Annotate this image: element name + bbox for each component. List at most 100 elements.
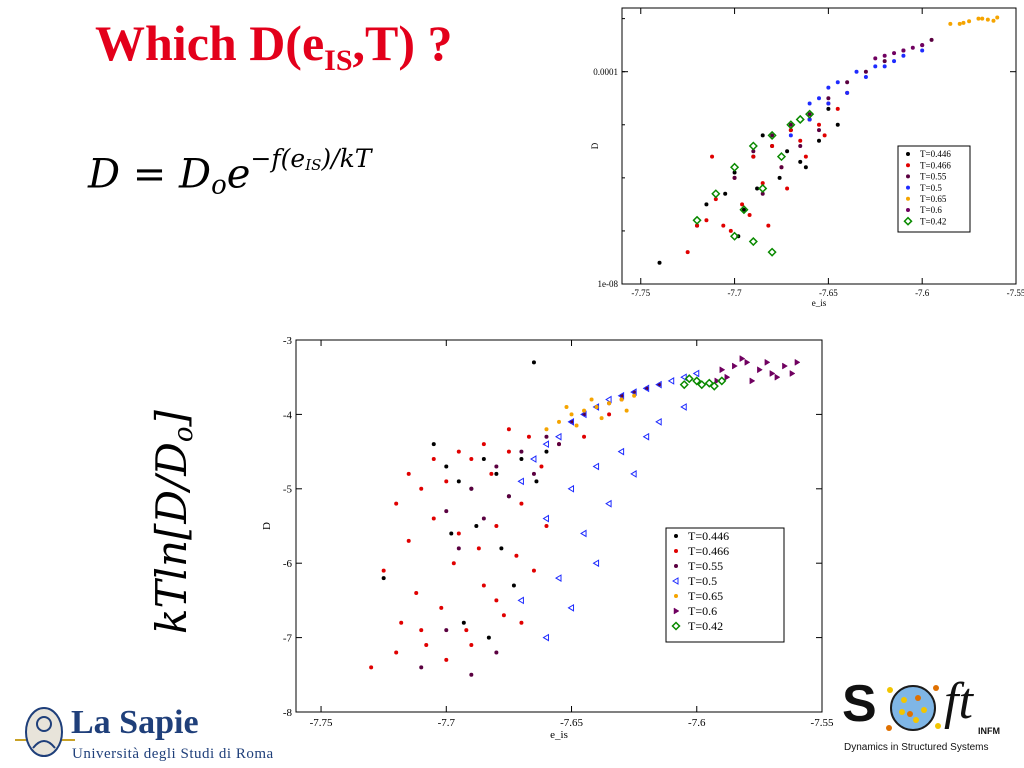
data-point	[582, 408, 587, 413]
data-point	[817, 128, 821, 133]
legend-marker	[673, 607, 680, 615]
data-point	[456, 531, 461, 536]
y-tick-label: -3	[283, 335, 293, 347]
legend-marker	[906, 196, 910, 201]
data-point	[564, 404, 569, 409]
data-point	[892, 59, 897, 64]
data-point	[744, 358, 751, 366]
chart-bottom-svg: -7.75 -7.7 -7.65 -7.6 -7.55 -3 -4 -5 -6 -7 -8 e_is D…	[261, 335, 834, 741]
data-point	[901, 53, 906, 58]
legend-entry: T=0.5	[920, 183, 942, 193]
data-point	[863, 69, 868, 74]
data-point	[592, 559, 600, 568]
legend-entry: T=0.6	[920, 205, 942, 215]
legend-entry: T=0.42	[688, 619, 723, 633]
formula-exponent: −f(eIS)/kT	[250, 144, 371, 174]
formula-d0-subscript: o	[211, 170, 227, 201]
data-point	[695, 223, 700, 228]
legend-entry: T=0.65	[688, 589, 723, 603]
data-point	[394, 650, 399, 655]
legend-marker	[674, 594, 678, 598]
data-point	[789, 370, 796, 377]
data-point	[692, 369, 700, 378]
data-point	[807, 112, 812, 117]
y-tick-label: -5	[283, 484, 293, 496]
x-tick-label: -7.55	[1007, 288, 1024, 298]
data-point	[822, 133, 827, 138]
data-point	[381, 568, 386, 573]
data-point	[835, 122, 840, 127]
data-point	[519, 457, 524, 462]
data-point	[539, 464, 544, 469]
formula-exponent-a: −f(e	[250, 144, 306, 173]
data-point	[494, 650, 499, 655]
data-point	[976, 16, 981, 21]
data-point	[567, 484, 575, 493]
data-point	[892, 51, 897, 56]
data-point	[747, 213, 752, 217]
infm-label: INFM	[978, 726, 1000, 736]
side-axis-label: kTln[D/Do]	[147, 410, 199, 634]
data-point	[381, 576, 386, 581]
data-point	[424, 643, 429, 648]
data-point	[991, 18, 996, 23]
data-point	[788, 133, 793, 138]
soft-s-letter: S	[842, 675, 877, 733]
data-point	[456, 449, 461, 454]
data-point	[929, 37, 934, 42]
data-point	[770, 144, 775, 148]
data-point	[394, 501, 399, 506]
data-point	[748, 236, 758, 247]
data-point	[770, 133, 775, 138]
data-point	[494, 598, 499, 603]
data-point	[542, 514, 549, 523]
data-point	[501, 613, 506, 618]
data-point	[594, 404, 599, 409]
data-point	[369, 665, 374, 670]
data-point	[920, 48, 925, 53]
y-tick-label: -7	[283, 632, 293, 644]
data-point	[854, 69, 859, 74]
x-tick-label: -7.75	[310, 717, 333, 729]
data-point	[589, 397, 594, 402]
data-point	[794, 358, 801, 366]
formula-equals: =	[120, 151, 180, 198]
title-text: Which D(e	[95, 15, 325, 71]
data-point	[697, 380, 707, 390]
data-point	[481, 457, 486, 462]
data-point	[845, 80, 850, 85]
data-point	[469, 457, 474, 462]
formula-exp-base: e	[226, 151, 251, 198]
data-point	[431, 516, 436, 521]
data-point	[406, 538, 411, 543]
data-point	[511, 583, 516, 588]
data-point	[728, 228, 733, 233]
data-point	[724, 373, 731, 381]
legend-marker	[674, 549, 678, 553]
data-point	[920, 43, 925, 48]
x-tick-label: -7.65	[819, 288, 838, 298]
data-point	[785, 186, 790, 191]
data-point	[704, 378, 714, 388]
data-point	[798, 159, 803, 164]
data-point	[444, 628, 449, 633]
data-point	[464, 628, 469, 633]
data-point	[717, 376, 727, 386]
data-point	[592, 462, 600, 471]
legend-marker	[906, 152, 910, 156]
data-point	[544, 427, 549, 432]
x-tick-label: -7.55	[811, 717, 834, 729]
formula-d0: D	[179, 151, 212, 198]
data-point	[469, 486, 474, 491]
data-point	[451, 561, 456, 566]
data-point	[901, 48, 906, 53]
data-point	[419, 665, 424, 670]
y-tick-label: -4	[283, 409, 293, 421]
data-point	[489, 471, 494, 476]
data-point	[544, 449, 549, 454]
data-point	[399, 620, 404, 625]
data-point	[476, 546, 481, 551]
data-point	[732, 175, 737, 180]
legend-entry: T=0.5	[688, 574, 717, 588]
title-tail: ,T) ?	[352, 15, 453, 71]
